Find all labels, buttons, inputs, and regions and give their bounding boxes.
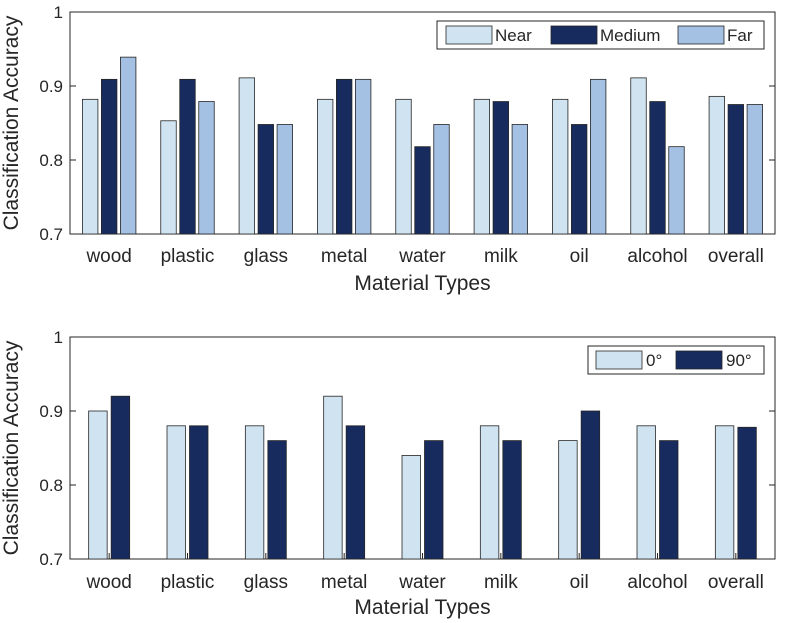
bar-overall-1: [737, 426, 757, 560]
x-tick-label: metal: [321, 572, 367, 593]
bar-metal-1: [336, 78, 353, 235]
bar-alcohol-2: [668, 146, 685, 235]
y-tick-label: 0.7: [39, 550, 63, 569]
y-tick-label: 0.8: [39, 151, 63, 170]
bar-oil-1: [571, 124, 588, 235]
bar-metal-1: [345, 425, 366, 560]
bar-wood-1: [110, 395, 131, 560]
legend-swatch-0: [445, 25, 493, 45]
bar-water-0: [395, 98, 412, 235]
x-axis-title: Material Types: [354, 596, 490, 619]
bar-wood-1: [101, 78, 118, 235]
x-tick-label: glass: [244, 572, 288, 593]
bar-glass-1: [267, 440, 287, 560]
bar-alcohol-1: [659, 440, 679, 560]
bar-oil-0: [558, 440, 578, 560]
x-tick-label: wood: [85, 246, 131, 267]
x-tick-label: alcohol: [627, 246, 687, 267]
x-tick-label: oil: [570, 572, 589, 593]
x-axis-title: Material Types: [354, 272, 490, 295]
bar-milk-2: [511, 124, 528, 235]
bar-plastic-2: [198, 101, 215, 235]
legend-label: 90°: [726, 351, 752, 370]
x-tick-label: plastic: [161, 246, 215, 267]
bar-milk-0: [473, 98, 490, 235]
x-tick-label: overall: [708, 246, 764, 267]
x-tick-label: milk: [484, 246, 518, 267]
legend-label: Far: [727, 26, 753, 45]
bar-oil-2: [590, 78, 607, 235]
bar-plastic-0: [166, 425, 186, 560]
legend-swatch-1: [675, 350, 723, 370]
bar-alcohol-0: [636, 425, 656, 560]
bar-overall-0: [708, 95, 725, 235]
x-tick-label: water: [398, 246, 446, 267]
x-tick-label: water: [398, 572, 446, 593]
x-tick-label: milk: [484, 572, 518, 593]
x-tick-label: glass: [244, 246, 288, 267]
legend: Near Medium Far: [436, 20, 765, 50]
legend-swatch-2: [677, 25, 725, 45]
bar-metal-2: [355, 78, 372, 235]
bar-oil-0: [552, 98, 569, 235]
bar-wood-0: [82, 98, 99, 235]
bar-wood-0: [88, 410, 108, 560]
bar-milk-1: [502, 440, 522, 560]
bar-overall-1: [727, 104, 744, 235]
chart-angle: 0.7 0.8 0.9 1 wood plastic glass metal water milk…: [0, 328, 776, 619]
bar-glass-2: [276, 124, 293, 235]
legend-swatch-0: [595, 350, 643, 370]
bar-overall-0: [714, 425, 735, 560]
bar-water-1: [424, 440, 444, 560]
x-tick-label: plastic: [161, 572, 215, 593]
x-tick-label: wood: [85, 572, 131, 593]
legend-label: Medium: [600, 26, 660, 45]
y-tick-label: 0.9: [39, 77, 63, 96]
bar-glass-0: [238, 77, 255, 235]
bar-wood-2: [120, 56, 137, 235]
bar-milk-1: [492, 101, 509, 235]
y-axis-title: Classification Accuracy: [0, 340, 23, 555]
bar-water-2: [433, 124, 450, 235]
bar-alcohol-1: [649, 101, 666, 235]
y-tick-label: 1: [54, 3, 63, 22]
chart-distance: 0.7 0.8 0.9 1 wood plastic glass metal water milk…: [0, 3, 776, 295]
bar-milk-0: [479, 425, 500, 560]
bar-water-1: [414, 146, 431, 235]
bar-metal-0: [323, 395, 343, 560]
legend-swatch-1: [550, 25, 598, 45]
bar-glass-0: [244, 425, 265, 560]
bar-alcohol-0: [630, 77, 647, 235]
bar-plastic-0: [160, 120, 177, 235]
bar-water-0: [401, 454, 421, 560]
y-tick-label: 1: [54, 328, 63, 347]
x-tick-label: overall: [708, 572, 764, 593]
y-tick-label: 0.7: [39, 225, 63, 244]
bar-plastic-1: [179, 78, 196, 235]
y-axis-title: Classification Accuracy: [0, 15, 23, 230]
x-tick-label: oil: [570, 246, 589, 267]
bar-plastic-1: [189, 425, 209, 560]
y-tick-label: 0.9: [39, 402, 63, 421]
x-tick-label: alcohol: [627, 572, 687, 593]
legend: 0° 90°: [587, 345, 765, 375]
bar-metal-0: [317, 98, 334, 235]
x-tick-label: metal: [321, 246, 367, 267]
legend-label: Near: [495, 26, 532, 45]
bar-overall-2: [746, 104, 763, 235]
bar-glass-1: [257, 124, 274, 235]
bar-oil-1: [580, 410, 601, 560]
legend-label: 0°: [646, 351, 662, 370]
y-tick-label: 0.8: [39, 476, 63, 495]
